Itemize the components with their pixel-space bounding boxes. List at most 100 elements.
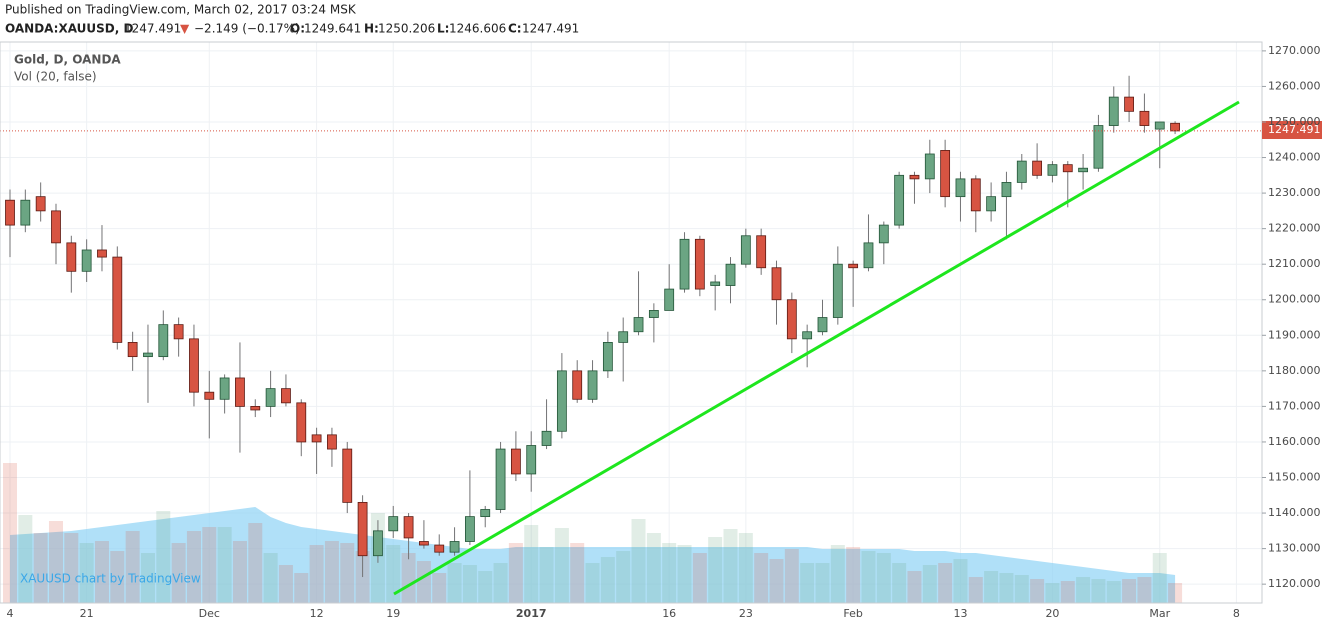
candle-body (878, 224, 889, 244)
candle-body (602, 342, 613, 372)
volume-bar (738, 533, 753, 603)
candle-body (510, 448, 521, 475)
y-tick-label: 1240.000 (1268, 151, 1321, 164)
volume-bar (3, 463, 17, 603)
volume-bar (79, 543, 94, 603)
volume-bar (784, 549, 799, 603)
volume-bar (171, 543, 186, 603)
volume-bar (416, 561, 431, 603)
volume-bar (754, 553, 769, 603)
field-value: 1249.641 (304, 22, 361, 36)
y-tick-label: 1250.000 (1268, 115, 1321, 128)
candle-body (357, 501, 368, 557)
plot-frame (0, 41, 1263, 604)
volume-bar (48, 521, 63, 603)
price-tag-label: 1247.491 (1268, 123, 1321, 136)
volume-bar (493, 563, 508, 603)
volume-bar (585, 563, 600, 603)
candle-body (5, 199, 15, 226)
y-tick-label: 1170.000 (1268, 399, 1321, 412)
volume-bar (1045, 583, 1060, 603)
candle-body (464, 516, 475, 542)
candle-body (20, 199, 31, 226)
volume-bar (1076, 577, 1091, 603)
change: −2.149 (−0.17%) (194, 22, 300, 36)
volume-bar (861, 551, 876, 603)
volume-bar (570, 543, 585, 603)
candle-body (66, 242, 77, 272)
volume-bar (723, 529, 738, 603)
volume-bar (662, 543, 677, 603)
volume-bar (248, 523, 263, 603)
volume-bar (186, 531, 201, 603)
candle-body (863, 242, 874, 269)
volume-bar (263, 553, 278, 603)
volume-bar (692, 553, 707, 603)
volume-ma-area (10, 507, 1176, 603)
volume-title: Vol (20, false) (14, 70, 97, 84)
symbol: OANDA:XAUUSD, D (5, 22, 133, 36)
price-tag (1262, 121, 1322, 139)
candle-body (756, 235, 767, 269)
candle-body (740, 235, 751, 265)
candle-body (204, 391, 215, 400)
candle-body (388, 516, 399, 532)
volume-bar (94, 541, 109, 603)
x-tick-label: 20 (1045, 607, 1059, 620)
x-tick-label: 21 (80, 607, 94, 620)
volume-bar (462, 565, 477, 603)
volume-bar (953, 559, 968, 603)
candle-body (970, 178, 981, 212)
published: Published on TradingView.com, March 02, … (5, 3, 357, 17)
volume-bar (846, 547, 861, 603)
volume-bar (1152, 553, 1167, 603)
x-tick-label: Dec (199, 607, 220, 620)
candle-body (832, 263, 843, 318)
candle-body (51, 210, 61, 244)
y-tick-label: 1270.000 (1268, 44, 1321, 57)
volume-bar (800, 563, 815, 603)
price: 1247.491 (124, 22, 181, 36)
volume-bar (1030, 579, 1045, 603)
field-value: 1246.606 (449, 22, 506, 36)
chart-title: Gold, D, OANDA (14, 53, 121, 67)
candle-body (618, 331, 629, 343)
candle-body (802, 331, 813, 340)
candle-body (173, 324, 184, 340)
field-label: L: (437, 22, 449, 36)
volume-bar (232, 541, 247, 603)
volume-bar (508, 543, 523, 603)
arrow: ▼ (180, 22, 190, 36)
volume-bar (876, 553, 891, 603)
candle-body (189, 338, 199, 393)
volume-bar (677, 545, 692, 603)
x-tick-label: 12 (310, 607, 324, 620)
x-tick-label: 2017 (516, 607, 547, 620)
volume-bar (631, 519, 646, 603)
volume-bar (447, 563, 462, 603)
candle-body (894, 174, 905, 226)
candle-body (1093, 125, 1104, 169)
volume-bar (984, 571, 999, 603)
candle-body (281, 388, 291, 404)
candle-body (541, 430, 552, 446)
volume-bar (708, 537, 723, 603)
volume-bar (968, 577, 983, 603)
candle-body (1154, 121, 1165, 130)
candle-body (403, 516, 414, 539)
volume-bar (278, 565, 293, 603)
y-tick-label: 1200.000 (1268, 293, 1321, 306)
candle-body (97, 249, 107, 258)
y-tick-label: 1160.000 (1268, 435, 1321, 448)
x-tick-label: Feb (843, 607, 862, 620)
volume-bar (769, 559, 784, 603)
volume-bar (401, 553, 416, 603)
volume-bar (1060, 581, 1075, 603)
candle-body (449, 541, 460, 553)
volume-bar (524, 525, 539, 603)
y-tick-label: 1180.000 (1268, 364, 1321, 377)
candle-body (710, 281, 721, 286)
volume-bar (830, 545, 845, 603)
candle-body (373, 530, 383, 557)
